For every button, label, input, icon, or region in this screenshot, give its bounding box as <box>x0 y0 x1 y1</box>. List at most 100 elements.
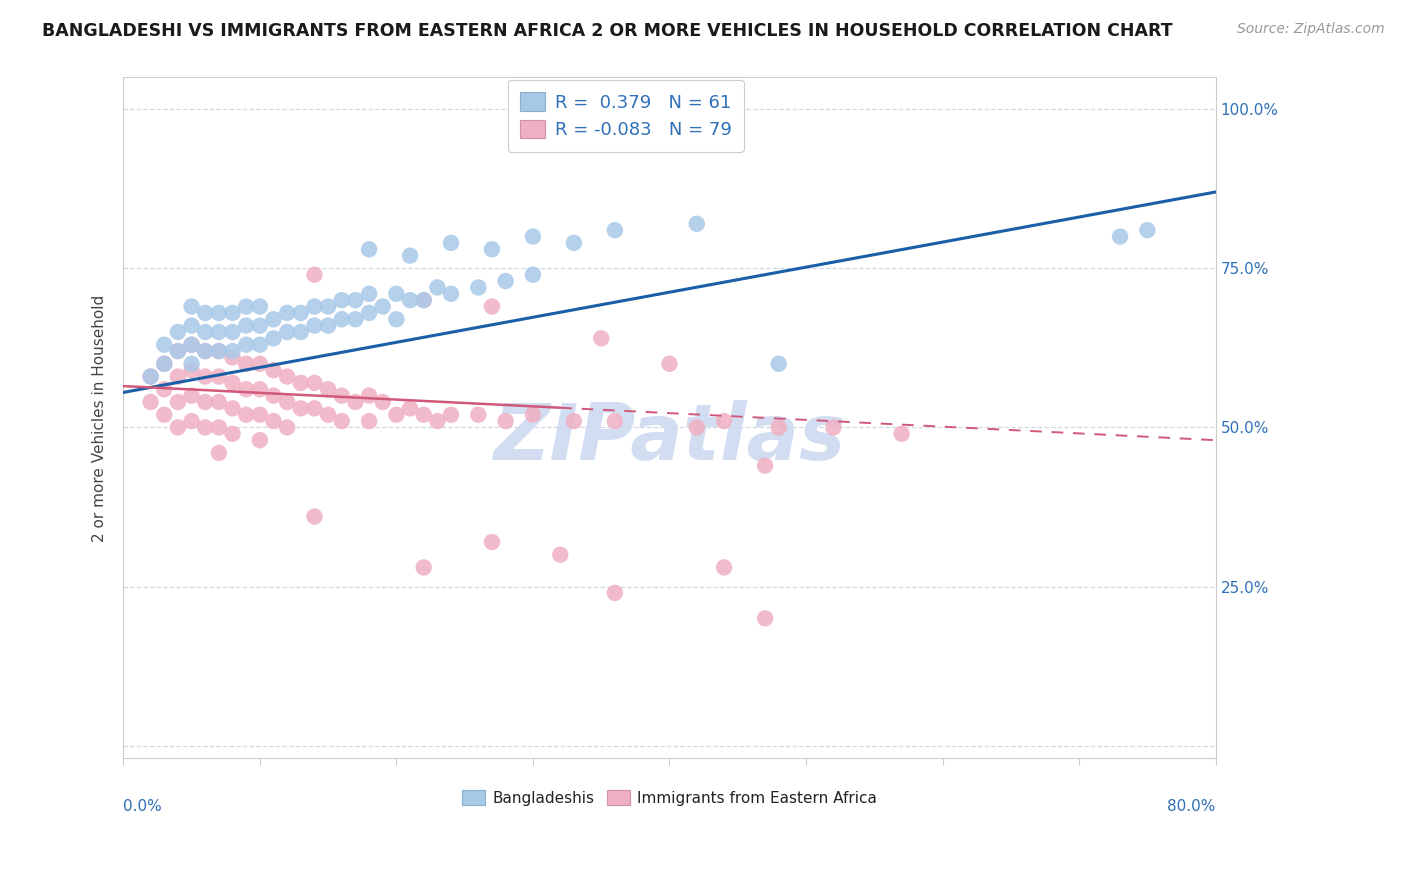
Point <box>180 389 202 403</box>
Point <box>481 300 503 314</box>
Point <box>399 249 422 263</box>
Point <box>139 369 162 384</box>
Point <box>412 293 434 308</box>
Point <box>180 414 202 428</box>
Point <box>290 325 312 339</box>
Point <box>385 312 408 326</box>
Point <box>180 300 202 314</box>
Point <box>385 408 408 422</box>
Point <box>167 369 190 384</box>
Point <box>167 395 190 409</box>
Point <box>399 401 422 416</box>
Point <box>603 223 626 237</box>
Point <box>153 357 176 371</box>
Point <box>371 395 394 409</box>
Point <box>495 274 517 288</box>
Point <box>180 357 202 371</box>
Point <box>194 420 217 434</box>
Point <box>180 318 202 333</box>
Text: 80.0%: 80.0% <box>1167 799 1216 814</box>
Point <box>208 446 231 460</box>
Point <box>276 325 298 339</box>
Point <box>426 280 449 294</box>
Point <box>562 235 585 250</box>
Point <box>208 369 231 384</box>
Point <box>208 344 231 359</box>
Point <box>603 414 626 428</box>
Point <box>235 357 257 371</box>
Point <box>249 408 271 422</box>
Point <box>153 357 176 371</box>
Point <box>153 382 176 396</box>
Point <box>263 414 285 428</box>
Point <box>139 395 162 409</box>
Point <box>713 560 735 574</box>
Point <box>208 395 231 409</box>
Point <box>235 382 257 396</box>
Point <box>603 586 626 600</box>
Point <box>249 300 271 314</box>
Point <box>167 325 190 339</box>
Text: ZIPatlas: ZIPatlas <box>494 401 845 476</box>
Point <box>139 369 162 384</box>
Point <box>208 420 231 434</box>
Point <box>235 300 257 314</box>
Point <box>371 300 394 314</box>
Point <box>768 357 790 371</box>
Point <box>208 344 231 359</box>
Text: BANGLADESHI VS IMMIGRANTS FROM EASTERN AFRICA 2 OR MORE VEHICLES IN HOUSEHOLD CO: BANGLADESHI VS IMMIGRANTS FROM EASTERN A… <box>42 22 1173 40</box>
Point <box>290 306 312 320</box>
Point <box>330 389 353 403</box>
Point <box>481 242 503 256</box>
Point <box>194 325 217 339</box>
Point <box>548 548 571 562</box>
Point <box>412 560 434 574</box>
Point <box>276 395 298 409</box>
Point <box>344 312 367 326</box>
Point <box>658 357 681 371</box>
Point <box>249 433 271 447</box>
Y-axis label: 2 or more Vehicles in Household: 2 or more Vehicles in Household <box>93 294 107 541</box>
Point <box>290 376 312 390</box>
Point <box>495 414 517 428</box>
Point <box>276 369 298 384</box>
Point <box>304 376 326 390</box>
Point <box>412 408 434 422</box>
Point <box>467 408 489 422</box>
Point <box>522 268 544 282</box>
Point <box>890 426 912 441</box>
Point <box>316 382 339 396</box>
Point <box>263 331 285 345</box>
Point <box>686 217 709 231</box>
Legend: Bangladeshis, Immigrants from Eastern Africa: Bangladeshis, Immigrants from Eastern Af… <box>456 784 883 812</box>
Point <box>221 376 243 390</box>
Point <box>440 286 463 301</box>
Point <box>221 325 243 339</box>
Point <box>754 458 776 473</box>
Point <box>316 318 339 333</box>
Point <box>591 331 613 345</box>
Point <box>426 414 449 428</box>
Point <box>562 414 585 428</box>
Point <box>221 401 243 416</box>
Point <box>399 293 422 308</box>
Point <box>412 293 434 308</box>
Point <box>263 312 285 326</box>
Point <box>221 351 243 365</box>
Point <box>823 420 845 434</box>
Point <box>208 325 231 339</box>
Point <box>385 286 408 301</box>
Point <box>167 344 190 359</box>
Point <box>359 286 381 301</box>
Point <box>330 293 353 308</box>
Point <box>276 420 298 434</box>
Point <box>359 242 381 256</box>
Point <box>522 229 544 244</box>
Point <box>359 414 381 428</box>
Point <box>316 300 339 314</box>
Point <box>359 306 381 320</box>
Point <box>167 344 190 359</box>
Point <box>194 344 217 359</box>
Point <box>194 344 217 359</box>
Point <box>263 363 285 377</box>
